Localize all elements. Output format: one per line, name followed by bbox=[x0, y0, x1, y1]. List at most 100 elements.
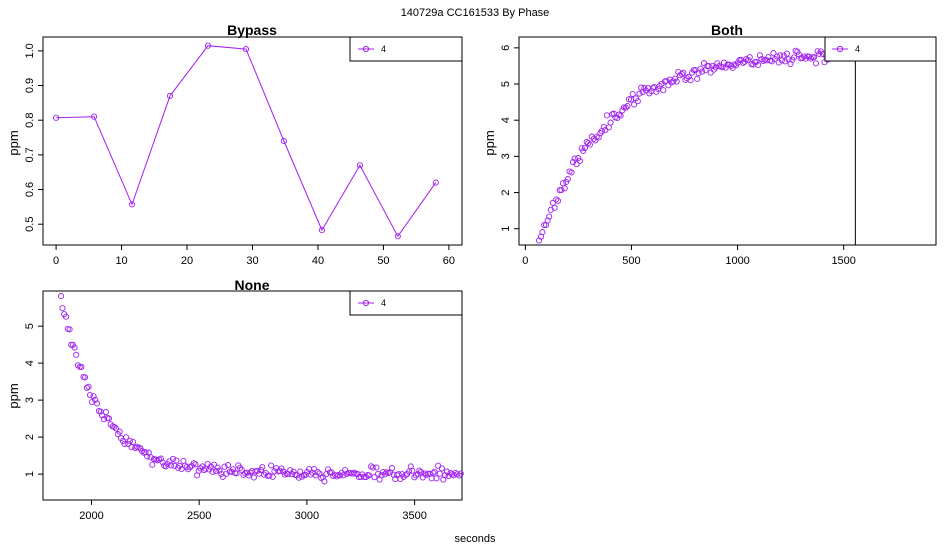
y-tick-label: 2 bbox=[500, 189, 512, 195]
data-point bbox=[166, 92, 174, 99]
data-point bbox=[278, 465, 285, 472]
data-point bbox=[192, 461, 199, 468]
data-point bbox=[795, 51, 803, 58]
x-tick-label: 10 bbox=[115, 255, 127, 267]
data-point bbox=[269, 473, 276, 480]
data-point bbox=[138, 448, 146, 455]
data-point bbox=[409, 467, 416, 474]
data-point bbox=[416, 467, 423, 474]
data-point bbox=[539, 229, 546, 236]
data-point bbox=[216, 467, 223, 474]
data-point bbox=[597, 130, 604, 137]
data-point bbox=[746, 54, 753, 61]
x-tick-label: 2500 bbox=[187, 510, 211, 522]
data-point bbox=[368, 463, 375, 470]
data-point bbox=[221, 463, 228, 470]
data-point bbox=[102, 409, 109, 416]
data-point bbox=[91, 113, 98, 120]
x-tick-label: 500 bbox=[622, 255, 640, 267]
legend-marker-swatch bbox=[362, 299, 370, 307]
y-tick-label: 5 bbox=[500, 81, 512, 87]
data-point bbox=[671, 75, 679, 82]
data-point bbox=[624, 103, 631, 110]
data-point bbox=[586, 141, 593, 148]
data-point bbox=[366, 472, 373, 479]
panel-both-legend: 4 bbox=[824, 36, 937, 62]
data-point bbox=[266, 472, 273, 479]
data-point bbox=[121, 440, 128, 447]
data-point bbox=[287, 467, 294, 474]
data-point bbox=[321, 478, 328, 485]
y-tick-label: 6 bbox=[500, 45, 512, 51]
panel-bypass-plot-frame bbox=[42, 36, 463, 246]
data-point bbox=[636, 90, 643, 97]
data-point bbox=[83, 384, 90, 391]
x-tick-label: 0 bbox=[53, 255, 59, 267]
data-point bbox=[685, 73, 692, 80]
panel-none: None ppm 2000 2500 3000 3500 1 2 3 4 5 4 bbox=[6, 277, 464, 522]
data-point bbox=[314, 469, 321, 476]
data-point bbox=[105, 415, 113, 422]
data-point bbox=[63, 313, 70, 320]
data-point bbox=[600, 123, 607, 130]
data-point bbox=[111, 423, 118, 430]
data-point bbox=[724, 61, 731, 68]
data-point bbox=[374, 470, 382, 477]
data-point bbox=[119, 437, 127, 444]
data-point bbox=[765, 53, 772, 61]
data-point bbox=[631, 101, 638, 108]
data-point bbox=[417, 468, 425, 475]
data-point bbox=[705, 62, 712, 70]
data-point bbox=[799, 54, 806, 62]
data-point bbox=[388, 465, 395, 472]
x-tick-label: 30 bbox=[246, 255, 258, 267]
data-point bbox=[53, 114, 60, 121]
data-point bbox=[634, 98, 641, 105]
data-point bbox=[607, 119, 614, 126]
data-point bbox=[694, 75, 701, 82]
data-point bbox=[622, 104, 629, 111]
x-tick-label: 50 bbox=[377, 255, 389, 267]
series-line bbox=[56, 45, 437, 238]
data-point bbox=[295, 474, 302, 481]
data-point bbox=[790, 54, 798, 61]
x-tick-label: 60 bbox=[443, 255, 455, 267]
data-point bbox=[204, 42, 212, 49]
data-point bbox=[559, 180, 567, 187]
y-tick-label: 1 bbox=[24, 471, 36, 477]
data-point bbox=[770, 50, 777, 57]
data-point bbox=[210, 461, 218, 468]
data-point bbox=[250, 474, 257, 481]
data-point bbox=[756, 52, 763, 59]
data-point bbox=[333, 473, 340, 480]
data-point bbox=[541, 221, 548, 229]
y-tick-label: 0.6 bbox=[24, 182, 36, 197]
panel-none-legend: 4 bbox=[349, 290, 463, 316]
data-point bbox=[66, 326, 73, 333]
data-point bbox=[149, 461, 156, 468]
data-point bbox=[432, 179, 439, 186]
y-tick-label: 0.5 bbox=[24, 217, 36, 232]
panel-both-plot-frame bbox=[518, 36, 937, 246]
data-point bbox=[435, 462, 442, 469]
data-point bbox=[553, 196, 560, 203]
data-point bbox=[558, 186, 565, 194]
legend-marker-swatch bbox=[362, 45, 370, 53]
data-point bbox=[116, 428, 123, 435]
data-point bbox=[428, 475, 435, 482]
panel-bypass-title: Bypass bbox=[227, 22, 277, 38]
data-point bbox=[563, 178, 570, 186]
data-point bbox=[71, 344, 78, 351]
data-point bbox=[356, 162, 363, 169]
legend-marker-swatch bbox=[836, 45, 844, 53]
data-point bbox=[433, 475, 440, 482]
data-point bbox=[536, 237, 543, 244]
data-point bbox=[78, 363, 85, 370]
y-tick-label: 4 bbox=[500, 117, 512, 123]
data-point bbox=[700, 60, 708, 67]
data-point bbox=[130, 438, 137, 446]
data-point bbox=[112, 425, 119, 432]
data-point bbox=[564, 176, 571, 183]
y-tick-label: 0.8 bbox=[24, 113, 36, 128]
y-tick-label: 2 bbox=[24, 434, 36, 440]
